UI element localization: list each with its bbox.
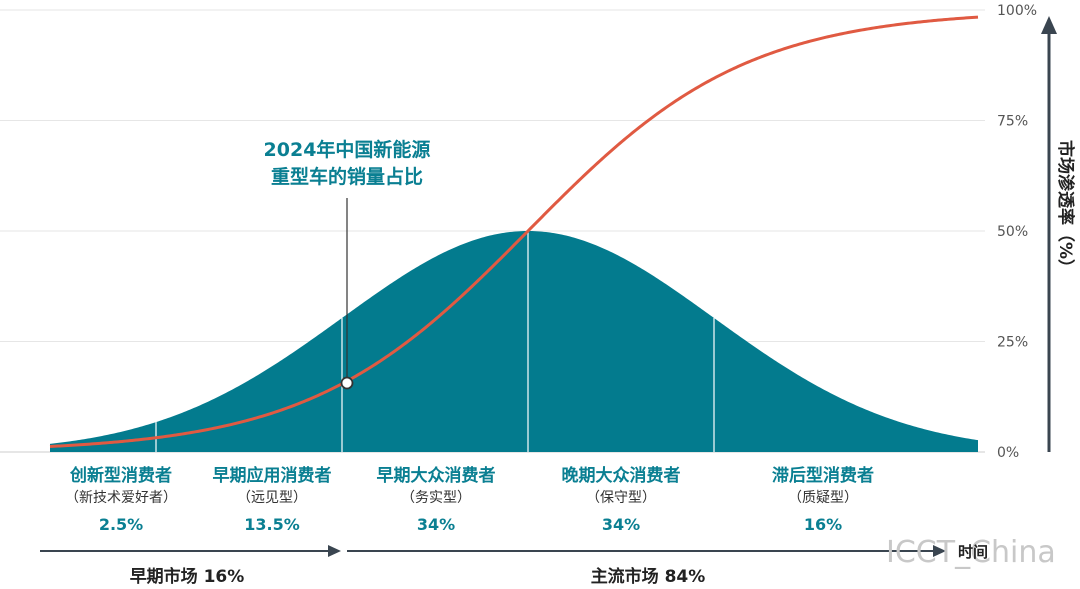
segment-name: 早期大众消费者 bbox=[377, 465, 496, 486]
adoption-s-curve bbox=[49, 15, 979, 448]
x-axis-label: 时间 bbox=[958, 543, 988, 561]
y-tick-label: 50% bbox=[997, 224, 1028, 240]
watermark: ICCT_China bbox=[886, 535, 1056, 570]
segment-labels: 创新型消费者 （新技术爱好者） 2.5% 早期应用消费者 （远见型） 13.5% 早期大众消… bbox=[65, 465, 874, 534]
segment-name: 创新型消费者 bbox=[69, 465, 172, 486]
early-market-arrowhead bbox=[328, 545, 341, 557]
annotation-marker bbox=[340, 376, 354, 390]
y-axis-arrowhead bbox=[1041, 16, 1057, 34]
annotation-line-1: 2024年中国新能源 bbox=[264, 138, 431, 161]
segment-subtitle: （质疑型） bbox=[788, 490, 858, 506]
segment-subtitle: （新技术爱好者） bbox=[65, 490, 177, 506]
segment-percent: 2.5% bbox=[99, 515, 143, 534]
y-tick-label: 75% bbox=[997, 114, 1028, 130]
annotation-line-2: 重型车的销量占比 bbox=[271, 165, 423, 188]
y-tick-label: 100% bbox=[997, 3, 1037, 19]
segment-subtitle: （保守型） bbox=[586, 490, 656, 506]
y-tick-label: 25% bbox=[997, 335, 1028, 351]
segment-percent: 16% bbox=[804, 515, 842, 534]
mainstream-market-label: 主流市场 84% bbox=[591, 566, 706, 587]
y-axis-title: 市场渗透率（%） bbox=[1055, 140, 1076, 276]
y-tick-label: 0% bbox=[997, 445, 1019, 461]
segment-subtitle: （务实型） bbox=[401, 490, 471, 506]
segment-name: 早期应用消费者 bbox=[213, 465, 332, 486]
segment-percent: 34% bbox=[417, 515, 455, 534]
segment-percent: 34% bbox=[602, 515, 640, 534]
segment-name: 滞后型消费者 bbox=[772, 465, 874, 486]
mainstream-market-arrowhead bbox=[933, 545, 946, 557]
s-curve-layer bbox=[49, 15, 979, 448]
bell-area bbox=[50, 231, 978, 452]
early-market-label: 早期市场 16% bbox=[130, 566, 245, 587]
segment-percent: 13.5% bbox=[244, 515, 300, 534]
segment-subtitle: （远见型） bbox=[237, 490, 307, 506]
y-tick-labels: 0% 25% 50% 75% 100% bbox=[997, 3, 1037, 461]
bell-area-layer bbox=[50, 231, 978, 452]
segment-name: 晚期大众消费者 bbox=[562, 465, 681, 486]
